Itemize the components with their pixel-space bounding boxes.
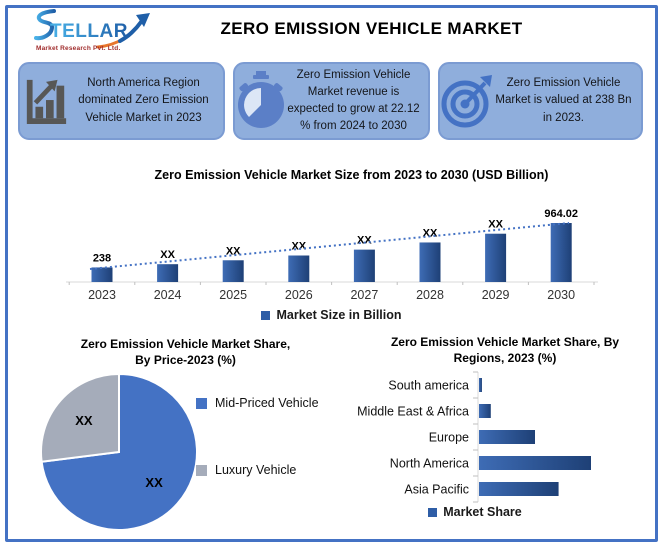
stopwatch-icon <box>235 70 287 132</box>
y-axis-label: Middle East & Africa <box>357 405 469 419</box>
legend-swatch <box>261 310 271 320</box>
bar-value-label: XX <box>357 235 372 247</box>
bar-value-label: XX <box>160 249 175 261</box>
logo-wordmark-icon: TELLAR <box>34 9 150 49</box>
bar-value-label: XX <box>226 245 241 257</box>
highlight-box-growth-rate: Zero Emission Vehicle Market revenue is … <box>233 62 430 140</box>
x-axis-label: 2028 <box>416 288 444 302</box>
pie-slice-label: XX <box>75 413 93 428</box>
legend-swatch <box>196 464 207 476</box>
pie-slice-label: XX <box>145 475 163 490</box>
x-axis-label: 2030 <box>547 288 575 302</box>
y-axis-label: South america <box>388 379 469 393</box>
x-axis-label: 2026 <box>285 288 313 302</box>
title-line: Regions, 2023 (%) <box>453 351 557 366</box>
bar-2030 <box>550 223 572 282</box>
stellar-logo: TELLAR Market Research Pvt. Ltd. <box>28 7 164 57</box>
y-axis-label: Europe <box>429 431 469 445</box>
legend-label: Market Share <box>443 505 522 519</box>
growth-chart-icon <box>20 74 72 128</box>
bar-2029 <box>485 233 507 282</box>
pie-slice-luxury-vehicle <box>40 372 120 463</box>
pie-legend-luxury: Luxury Vehicle <box>196 463 296 477</box>
highlight-box-valuation: Zero Emission Vehicle Market is valued a… <box>438 62 643 140</box>
x-axis-label: 2029 <box>482 288 510 302</box>
page-title: ZERO EMISSION VEHICLE MARKET <box>220 19 523 38</box>
bar-2025 <box>222 260 244 282</box>
legend-label: Luxury Vehicle <box>215 463 297 477</box>
target-dart-icon <box>440 73 494 129</box>
legend-swatch <box>428 507 438 517</box>
pie-legend-mid-priced: Mid-Priced Vehicle <box>196 396 319 410</box>
bar-2026 <box>288 255 310 282</box>
price-share-chart-title: Zero Emission Vehicle Market Share, By P… <box>28 336 343 368</box>
highlight-box-north-america: North America Region dominated Zero Emis… <box>18 62 225 140</box>
region-share-chart-svg: South america Middle East & Africa Europe N… <box>357 371 591 503</box>
bar-value-label: XX <box>488 219 503 231</box>
bar-value-label: 964.02 <box>544 208 578 220</box>
highlight-text: Zero Emission Vehicle Market is valued a… <box>495 77 632 124</box>
market-size-chart-svg: 2382023XX2024XX2025XX2026XX2027XX2028XX2… <box>66 208 598 302</box>
highlight-text: Zero Emission Vehicle Market revenue is … <box>287 68 420 133</box>
market-size-chart-title: Zero Emission Vehicle Market Size from 2… <box>154 168 549 182</box>
x-axis-label: 2025 <box>219 288 247 302</box>
region-share-chart-title: Zero Emission Vehicle Market Share, By R… <box>355 334 655 366</box>
svg-text:TELLAR: TELLAR <box>50 21 128 42</box>
bar-2024 <box>157 264 179 282</box>
region-share-legend: Market Share <box>385 505 565 519</box>
bar-2028 <box>419 242 441 282</box>
legend-label: Market Size in Billion <box>276 308 402 322</box>
title-line: Zero Emission Vehicle Market Share, <box>80 337 291 351</box>
title-line: By Price-2023 (%) <box>135 353 236 368</box>
x-axis-label: 2023 <box>88 288 116 302</box>
title-line: Zero Emission Vehicle Market Share, By <box>390 335 620 349</box>
region-bar-south-america <box>479 378 482 392</box>
market-size-legend: Market Size in Billion <box>0 308 663 322</box>
y-axis-label: North America <box>390 457 469 471</box>
legend-label: Mid-Priced Vehicle <box>215 396 319 410</box>
bar-2023 <box>91 267 113 282</box>
x-axis-label: 2024 <box>154 288 182 302</box>
legend-swatch <box>196 397 207 409</box>
trendline <box>89 222 570 270</box>
region-bar-middle-east-africa <box>479 404 491 418</box>
bar-value-label: 238 <box>93 252 111 264</box>
x-axis-label: 2027 <box>350 288 378 302</box>
region-bar-north-america <box>479 456 591 470</box>
y-axis-label: Asia Pacific <box>404 483 469 497</box>
logo-subtitle: Market Research Pvt. Ltd. <box>36 45 121 52</box>
bar-value-label: XX <box>291 240 306 252</box>
price-share-pie-svg: XX XX <box>40 372 198 531</box>
bar-2027 <box>353 249 375 282</box>
region-bar-asia-pacific <box>479 482 559 496</box>
region-bar-europe <box>479 430 535 444</box>
highlight-text: North America Region dominated Zero Emis… <box>78 77 209 124</box>
